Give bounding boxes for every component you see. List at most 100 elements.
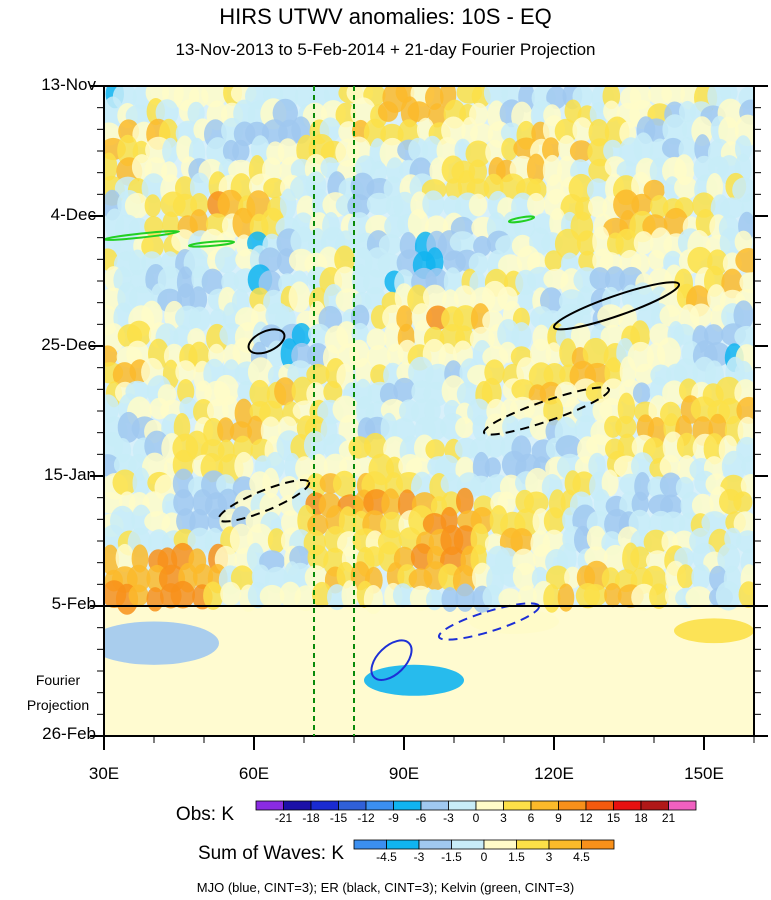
field-cell [312,189,330,221]
field-cell [262,467,280,499]
colorbar-swatch [585,800,614,811]
field-cell [407,209,429,239]
field-cell [677,455,697,484]
colorbar-level-label: 1.5 [508,850,525,864]
field-cell [350,97,377,127]
field-cell [687,246,713,274]
field-cell [740,474,754,497]
field-cell [366,328,387,351]
field-cell [691,493,714,517]
field-cell [734,325,754,348]
y-tick-label: 4-Dec [50,205,96,224]
field-cell [162,137,179,165]
field-cell [633,231,654,255]
field-cell [574,306,591,329]
field-cell [676,432,697,459]
field-cell [631,452,654,481]
field-cell [656,337,681,369]
field-cell [263,177,286,199]
field-cell [409,585,432,611]
field-cell [141,173,166,204]
colorbar-level-label: 0 [472,811,480,825]
field-cell [104,345,118,367]
colorbar-swatch [386,839,420,850]
field-cell [449,231,476,254]
field-cell [601,378,626,406]
x-tick-label: 60E [238,764,270,783]
colorbar-level-label: 6 [527,811,535,825]
field-cell [425,439,446,460]
mjo-contour [370,639,413,681]
x-tick-label: 150E [684,764,724,783]
field-cell [410,543,434,570]
field-cell [721,450,747,483]
field-cell [662,114,688,145]
field-cell [141,234,164,259]
colorbar-level-label: -1.5 [441,850,462,864]
field-cell [155,99,179,126]
field-cell [632,382,651,405]
colorbar-swatch [530,800,559,811]
field-cell [247,415,264,445]
field-cell [468,252,489,275]
field-cell [661,86,685,106]
y-tick-label: 5-Feb [51,594,96,613]
field-cell [555,435,582,459]
field-cell [104,544,120,575]
projection-label-line2: Projection [26,697,90,713]
field-cell [720,197,745,219]
field-cell [660,511,686,536]
field-cell [736,396,754,424]
colorbar-swatch [393,800,422,811]
colorbar-swatch [310,800,339,811]
field-cell [564,99,582,123]
field-cell [228,159,254,181]
field-cell [222,302,240,329]
field-cell [350,304,370,330]
anomaly-field [104,86,754,736]
field-cell [484,457,501,478]
field-cell [473,235,492,257]
field-cell [126,320,152,348]
field-cell [267,528,286,553]
field-cell [377,253,403,275]
field-cell [217,488,240,515]
field-cell [735,248,754,273]
field-cell [426,589,443,611]
colorbar-swatch [668,800,697,811]
field-cell [604,583,622,608]
field-cell [366,345,391,370]
field-cell [674,176,698,200]
field-cell [363,585,383,614]
field-cell [247,357,274,388]
field-cell [677,564,694,589]
kelvin-contour [507,215,536,224]
field-cell [188,306,211,332]
projection-blob [104,621,219,665]
field-cell [599,398,624,423]
field-cell [572,117,593,143]
field-cell [307,544,329,571]
field-cell [572,401,600,423]
x-tick-label: 90E [388,764,420,783]
field-cell [578,250,597,272]
field-cell [229,523,253,555]
projection-blob [674,618,754,644]
plot-frame [90,85,768,750]
colorbar-level-label: -4.5 [376,850,397,864]
field-cell [582,337,609,369]
field-cell [543,395,564,426]
colorbar-level-label: -15 [329,811,348,825]
field-cell [465,140,491,168]
field-cell [398,527,422,550]
field-cell [209,308,227,330]
field-cell [736,530,754,554]
field-cell [733,491,753,513]
field-cell [190,193,209,217]
colorbar-level-label: 21 [661,811,676,825]
field-cell [601,469,619,497]
field-cell [500,122,522,144]
field-cell [645,550,670,571]
field-cell [307,514,329,536]
